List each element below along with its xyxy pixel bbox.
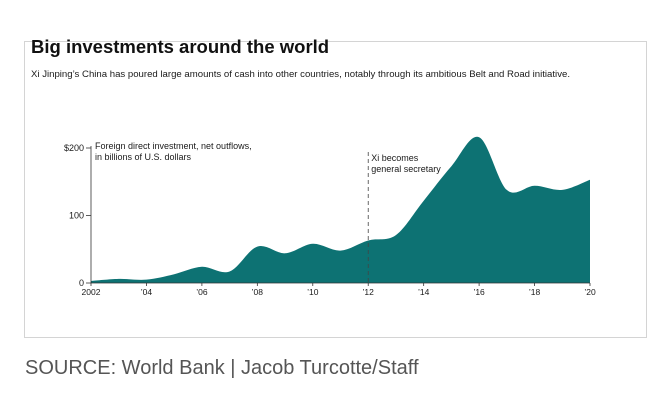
data-point-2010 — [311, 242, 315, 246]
x-tick-label-2012: ’12 — [363, 287, 375, 297]
x-tick-label-2004: ’04 — [141, 287, 153, 297]
x-tick-label-2018: ’18 — [529, 287, 541, 297]
fdi-area — [91, 136, 590, 283]
x-tick-label-2006: ’06 — [196, 287, 208, 297]
data-point-2009 — [283, 251, 287, 255]
y-tick-label-100: 100 — [69, 211, 84, 221]
data-point-2018 — [533, 184, 537, 188]
data-point-2020 — [588, 178, 592, 182]
data-point-2019 — [560, 188, 564, 192]
data-point-2015 — [449, 164, 453, 168]
annotation-label-line-2: general secretary — [371, 164, 441, 174]
data-point-2014 — [422, 199, 426, 203]
x-tick-label-2016: ’16 — [473, 287, 485, 297]
data-point-2004 — [144, 278, 148, 282]
x-tick-label-2002: 2002 — [82, 287, 101, 297]
data-point-2011 — [339, 249, 343, 253]
series-label-line-1: Foreign direct investment, net outflows, — [95, 141, 252, 151]
x-tick-label-2010: ’10 — [307, 287, 319, 297]
data-point-2007 — [228, 270, 232, 274]
x-tick-label-2014: ’14 — [418, 287, 430, 297]
chart-title: Big investments around the world — [31, 36, 330, 57]
data-point-2005 — [172, 272, 176, 276]
x-tick-label-2008: ’08 — [252, 287, 264, 297]
data-point-2006 — [200, 265, 204, 269]
data-point-2016 — [477, 135, 481, 139]
data-point-2013 — [394, 233, 398, 237]
y-tick-label-0: 0 — [79, 278, 84, 288]
y-tick-label-200: $200 — [64, 143, 84, 153]
x-tick-label-2020: ’20 — [584, 287, 596, 297]
data-point-2017 — [505, 188, 509, 192]
data-point-2008 — [255, 245, 259, 249]
series-label-line-2: in billions of U.S. dollars — [95, 152, 192, 162]
data-point-2003 — [117, 277, 121, 281]
source-credit: SOURCE: World Bank | Jacob Turcotte/Staf… — [25, 357, 419, 379]
annotation-label-line-1: Xi becomes — [371, 153, 419, 163]
chart-subtitle: Xi Jinping’s China has poured large amou… — [31, 69, 570, 80]
